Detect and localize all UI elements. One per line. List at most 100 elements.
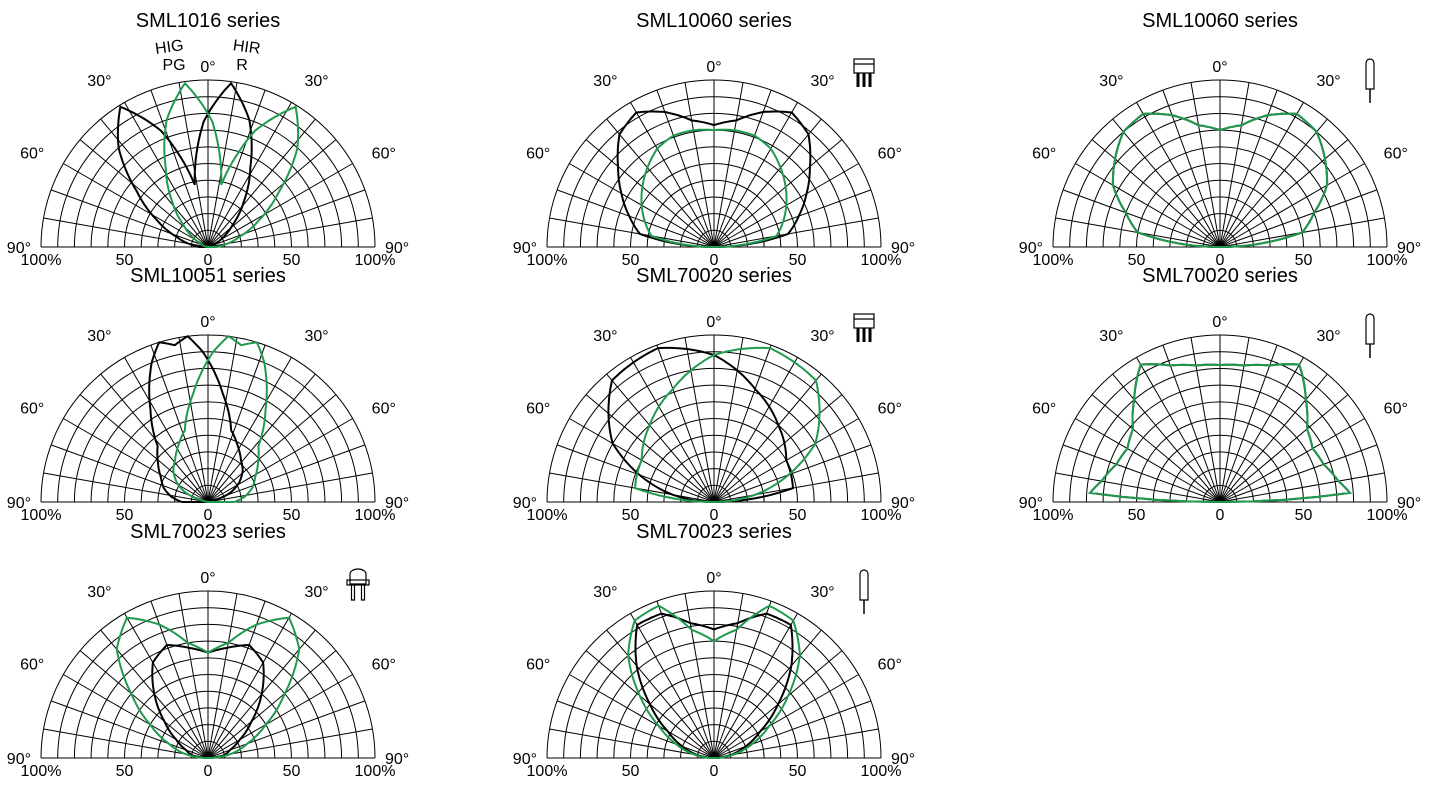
radial-tick-label: 50 bbox=[116, 507, 134, 524]
chart-title: SML70020 series bbox=[636, 265, 792, 287]
grid-spoke bbox=[63, 674, 209, 759]
grid-spoke bbox=[630, 102, 715, 248]
grid-spoke bbox=[207, 344, 266, 503]
grid-spoke bbox=[713, 373, 822, 503]
series-black-curve bbox=[148, 334, 244, 503]
grid-spoke bbox=[1219, 102, 1304, 248]
angle-label: 60° bbox=[372, 657, 396, 674]
grid-spoke bbox=[1219, 394, 1349, 503]
grid-spoke bbox=[207, 600, 266, 759]
grid-spoke bbox=[684, 82, 715, 248]
grid-spoke bbox=[606, 629, 715, 759]
radial-tick-label: 100% bbox=[355, 763, 396, 780]
radial-tick-label: 50 bbox=[789, 252, 807, 269]
angle-label: 60° bbox=[526, 657, 550, 674]
grid-spoke bbox=[1162, 344, 1221, 503]
angle-label: 30° bbox=[811, 328, 835, 345]
radial-tick-label: 50 bbox=[1128, 252, 1146, 269]
grid-spoke bbox=[549, 217, 715, 248]
angle-label: 0° bbox=[706, 570, 721, 587]
grid-spoke bbox=[1219, 373, 1328, 503]
grid-spoke bbox=[713, 394, 843, 503]
grid-spoke bbox=[79, 650, 209, 759]
radial-tick-label: 0 bbox=[204, 763, 213, 780]
grid-spoke bbox=[50, 189, 209, 248]
angle-label: 60° bbox=[20, 657, 44, 674]
radial-tick-label: 50 bbox=[789, 763, 807, 780]
grid-spoke bbox=[1062, 444, 1221, 503]
radial-tick-label: 100% bbox=[1367, 252, 1408, 269]
angle-label: 90° bbox=[891, 495, 915, 512]
radial-tick-label: 50 bbox=[283, 763, 301, 780]
angle-label: 60° bbox=[1032, 146, 1056, 163]
grid-spoke bbox=[207, 357, 292, 503]
radial-tick-label: 0 bbox=[1216, 252, 1225, 269]
grid-spoke bbox=[713, 472, 879, 503]
angle-label: 0° bbox=[200, 314, 215, 331]
grid-spoke bbox=[1091, 139, 1221, 248]
grid-spoke bbox=[713, 700, 872, 759]
radial-tick-label: 100% bbox=[1033, 507, 1074, 524]
grid-spoke bbox=[1219, 82, 1250, 248]
chart-title: SML10051 series bbox=[130, 265, 286, 287]
grid-spoke bbox=[124, 613, 209, 759]
radial-tick-label: 100% bbox=[21, 252, 62, 269]
radial-tick-label: 0 bbox=[710, 763, 719, 780]
grid-spoke bbox=[207, 189, 366, 248]
angle-label: 30° bbox=[593, 73, 617, 90]
grid-spoke bbox=[585, 139, 715, 248]
radial-tick-label: 50 bbox=[622, 252, 640, 269]
angle-label: 60° bbox=[1032, 401, 1056, 418]
angle-label: 30° bbox=[1317, 73, 1341, 90]
icon-lead bbox=[360, 585, 366, 601]
series-black-curve bbox=[634, 612, 794, 759]
series-green-curve bbox=[627, 604, 801, 759]
radial-tick-label: 50 bbox=[1128, 507, 1146, 524]
grid-spoke bbox=[207, 472, 373, 503]
radial-tick-label: 50 bbox=[622, 763, 640, 780]
grid-spoke bbox=[713, 102, 798, 248]
angle-label: 0° bbox=[706, 59, 721, 76]
grid-spoke bbox=[1136, 102, 1221, 248]
angle-label: 90° bbox=[385, 495, 409, 512]
chart-title: SML10060 series bbox=[1142, 10, 1298, 32]
radial-tick-label: 0 bbox=[204, 252, 213, 269]
grid-spoke bbox=[569, 674, 715, 759]
series-label-green: HIR bbox=[232, 37, 262, 58]
grid-spoke bbox=[150, 89, 209, 248]
icon-body bbox=[349, 568, 367, 585]
angle-label: 90° bbox=[385, 751, 409, 768]
grid-spoke bbox=[207, 613, 292, 759]
chart-title: SML70020 series bbox=[1142, 265, 1298, 287]
angle-label: 60° bbox=[20, 401, 44, 418]
angle-label: 90° bbox=[891, 751, 915, 768]
grid-spoke bbox=[606, 373, 715, 503]
angle-label: 30° bbox=[87, 73, 111, 90]
radial-tick-label: 50 bbox=[116, 763, 134, 780]
radial-tick-label: 0 bbox=[710, 252, 719, 269]
angle-label: 60° bbox=[526, 146, 550, 163]
grid-spoke bbox=[713, 82, 744, 248]
side-leads-icon bbox=[853, 313, 875, 342]
series-green-curve bbox=[115, 616, 301, 759]
angle-label: 90° bbox=[1019, 495, 1043, 512]
grid-spoke bbox=[1219, 444, 1378, 503]
angle-label: 90° bbox=[513, 751, 537, 768]
grid-spoke bbox=[713, 593, 744, 759]
radial-tick-label: 100% bbox=[527, 507, 568, 524]
grid-spoke bbox=[1190, 82, 1221, 248]
radial-tick-label: 50 bbox=[283, 252, 301, 269]
angle-label: 60° bbox=[372, 401, 396, 418]
grid-spoke bbox=[1055, 472, 1221, 503]
radial-tick-label: 100% bbox=[21, 763, 62, 780]
grid-spoke bbox=[207, 593, 238, 759]
radial-tick-label: 100% bbox=[861, 763, 902, 780]
grid-spoke bbox=[207, 217, 373, 248]
grid-spoke bbox=[556, 700, 715, 759]
angle-label: 90° bbox=[385, 240, 409, 257]
grid-spoke bbox=[1219, 139, 1349, 248]
grid-spoke bbox=[549, 472, 715, 503]
angle-label: 30° bbox=[811, 73, 835, 90]
